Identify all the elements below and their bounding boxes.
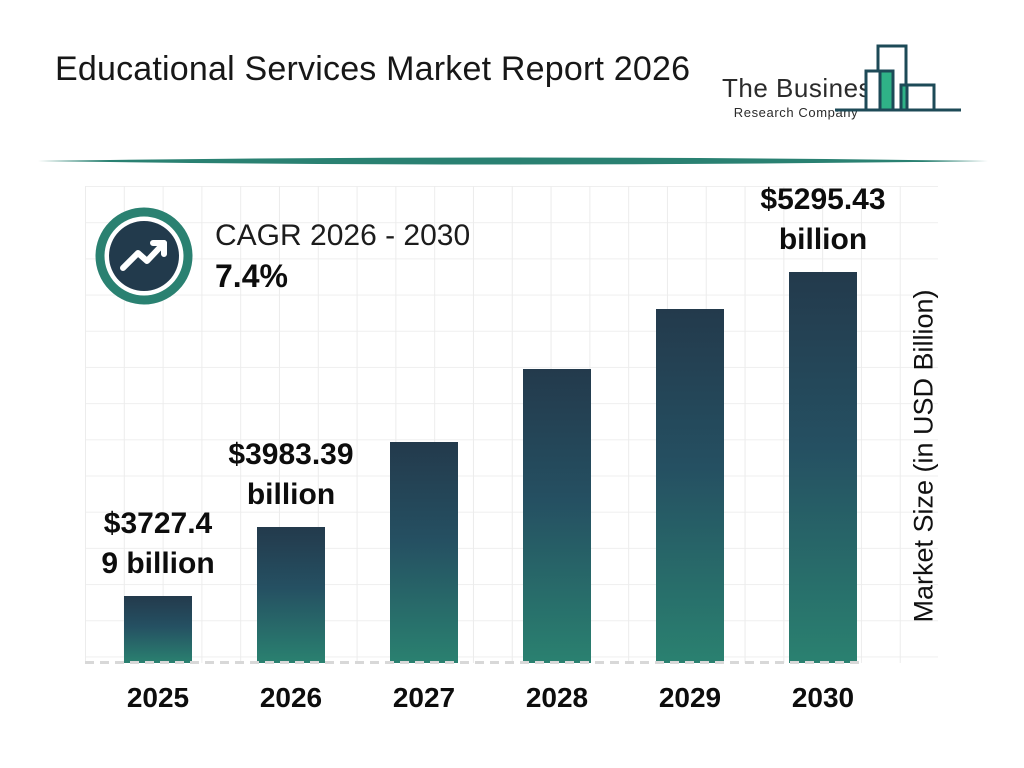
bar-group-2029: 2029 <box>656 186 724 713</box>
x-axis-tick-2030: 2030 <box>791 682 855 713</box>
x-axis-tick-2027: 2027 <box>392 682 456 713</box>
bar-value-label-line: billion <box>246 478 336 511</box>
bar-group-2026: $3983.39 billion 2026 <box>228 186 353 713</box>
company-subname: Research Company <box>733 105 859 120</box>
bar-chart: $3727.4 9 billion 2025 $3983.39 billion 2026 2… <box>85 183 938 713</box>
y-axis-title: Market Size (in USD Billion) <box>908 289 939 623</box>
x-axis-tick-2029: 2029 <box>658 682 722 713</box>
cagr-range-label: CAGR 2026 - 2030 <box>215 219 471 252</box>
bar-value-label-2025: $3727.4 9 billion <box>28 504 288 584</box>
bar-2030 <box>789 272 857 663</box>
company-logo-text: The Business Research Company <box>722 73 886 120</box>
company-logo: The Business Research Company <box>722 44 972 125</box>
bar-group-2030: $5295.43 billion 2030 <box>760 183 885 713</box>
cagr-badge: CAGR 2026 - 2030 7.4% <box>95 207 470 305</box>
bar-value-label-line: $5295.43 <box>760 183 886 216</box>
cagr-texts: CAGR 2026 - 2030 7.4% <box>215 207 470 297</box>
x-axis-tick-2025: 2025 <box>126 682 190 713</box>
x-axis-tick-2028: 2028 <box>525 682 589 713</box>
x-axis-baseline <box>85 661 860 664</box>
bar-2029 <box>656 309 724 663</box>
bar-value-label-2026: $3983.39 billion <box>161 435 421 515</box>
company-name: The Business <box>722 73 886 103</box>
bar-group-2027: 2027 <box>390 186 458 713</box>
cagr-value: 7.4% <box>215 258 288 294</box>
bar-value-label-line: 9 billion <box>101 547 215 580</box>
bar-value-label-line: billion <box>778 223 868 256</box>
bar-group-2028: 2028 <box>523 186 591 713</box>
x-axis-tick-2026: 2026 <box>259 682 323 713</box>
bar-2025 <box>124 596 192 663</box>
bar-value-label-line: $3983.39 <box>228 438 354 471</box>
bar-value-label-2030: $5295.43 billion <box>693 180 953 260</box>
bar-2026 <box>257 527 325 663</box>
buildings-bar-chart-icon <box>835 44 961 112</box>
bar-value-label-line: $3727.4 <box>103 507 213 540</box>
page-title: Educational Services Market Report 2026 <box>55 50 691 88</box>
divider-lens <box>38 157 988 165</box>
trending-up-icon <box>95 207 193 305</box>
bar-2028 <box>523 369 591 663</box>
bar-2027 <box>390 442 458 663</box>
bar-group-2025: $3727.4 9 billion 2025 <box>101 186 214 713</box>
